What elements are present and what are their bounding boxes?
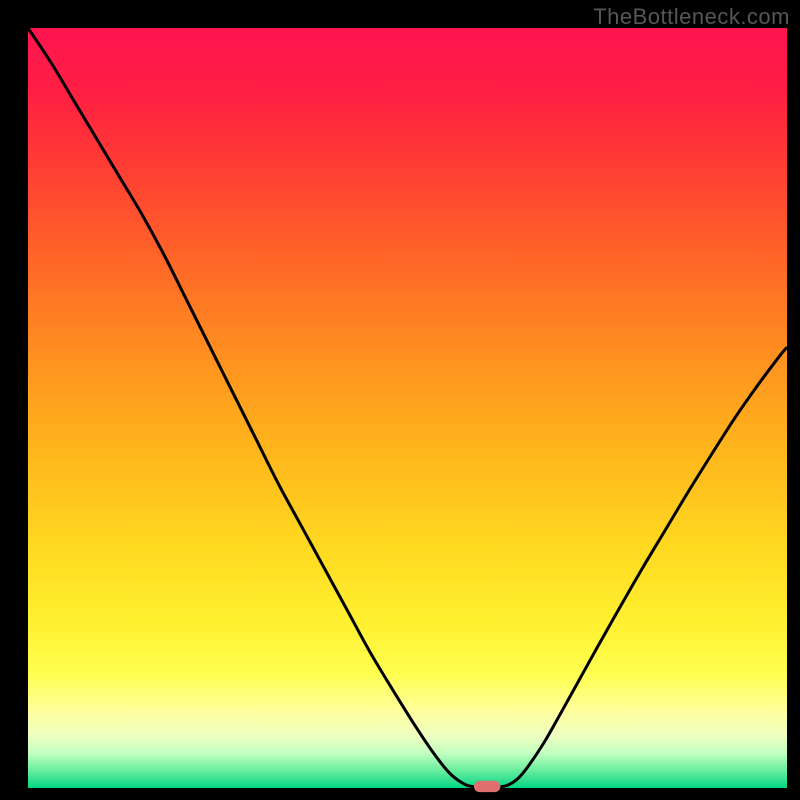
chart-svg bbox=[0, 0, 800, 800]
watermark-text: TheBottleneck.com bbox=[593, 4, 790, 30]
plot-background bbox=[28, 28, 787, 788]
optimal-marker bbox=[474, 781, 501, 792]
bottleneck-chart bbox=[0, 0, 800, 800]
